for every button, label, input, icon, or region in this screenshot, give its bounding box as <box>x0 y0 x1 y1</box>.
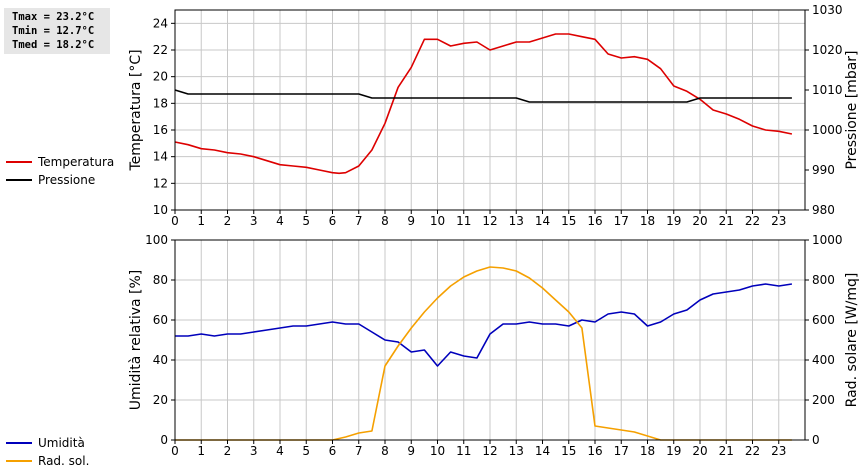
x-tick-label: 10 <box>430 444 445 458</box>
y-tick-label: 16 <box>153 123 168 137</box>
y2-tick-label: 600 <box>812 313 835 327</box>
x-tick-label: 2 <box>224 444 232 458</box>
legend-item-umidita: Umidità <box>6 434 89 452</box>
y-tick-label: 60 <box>153 313 168 327</box>
y2-tick-label: 1000 <box>812 233 843 247</box>
x-tick-label: 4 <box>276 444 284 458</box>
x-tick-label: 5 <box>302 214 310 228</box>
x-tick-label: 9 <box>407 214 415 228</box>
legend-item-pressione: Pressione <box>6 171 114 189</box>
y-tick-label: 0 <box>160 433 168 447</box>
y2-tick-label: 1020 <box>812 43 843 57</box>
plot-top: 0 1 2 3 4 5 6 7 8 9 10 11 12 13 14 15 16 17 18 19 20 21 22 2310… <box>128 3 860 228</box>
x-tick-label: 22 <box>745 214 760 228</box>
x-tick-label: 16 <box>587 214 602 228</box>
x-tick-label: 7 <box>355 214 363 228</box>
legend-swatch-temperatura <box>6 161 32 163</box>
y-tick-label: 14 <box>153 150 168 164</box>
y-tick-label: 18 <box>153 96 168 110</box>
x-tick-label: 21 <box>719 444 734 458</box>
stats-box: Tmax = 23.2°C Tmin = 12.7°C Tmed = 18.2°… <box>4 8 110 54</box>
x-tick-label: 3 <box>250 444 258 458</box>
x-tick-label: 13 <box>509 444 524 458</box>
x-tick-label: 12 <box>482 444 497 458</box>
y-tick-label: 12 <box>153 176 168 190</box>
y2-tick-label: 400 <box>812 353 835 367</box>
legend-item-temperatura: Temperatura <box>6 153 114 171</box>
x-tick-label: 5 <box>302 444 310 458</box>
y2-tick-label: 200 <box>812 393 835 407</box>
tmin-text: Tmin = 12.7°C <box>12 25 95 37</box>
y-axis-label-bottom: Umidità relativa [%] <box>128 270 144 411</box>
y-tick-label: 22 <box>153 43 168 57</box>
x-tick-label: 18 <box>640 214 655 228</box>
legend-top: Temperatura Pressione <box>6 153 114 189</box>
y2-axis-label-top: Pressione [mbar] <box>844 50 860 169</box>
y-tick-label: 40 <box>153 353 168 367</box>
x-tick-label: 4 <box>276 214 284 228</box>
x-tick-label: 20 <box>692 444 707 458</box>
legend-swatch-pressione <box>6 179 32 181</box>
x-tick-label: 8 <box>381 214 389 228</box>
x-tick-label: 22 <box>745 444 760 458</box>
y2-axis-label-bottom: Rad. solare [W/mq] <box>844 273 860 408</box>
legend-label-pressione: Pressione <box>38 173 96 187</box>
x-tick-label: 3 <box>250 214 258 228</box>
y2-tick-label: 990 <box>812 163 835 177</box>
x-tick-label: 1 <box>197 214 205 228</box>
x-tick-label: 23 <box>771 214 786 228</box>
x-tick-label: 9 <box>407 444 415 458</box>
weather-charts: 0 1 2 3 4 5 6 7 8 9 10 11 12 13 14 15 16 17 18 19 20 21 22 2310… <box>128 3 860 458</box>
y2-tick-label: 1030 <box>812 3 843 17</box>
x-tick-label: 14 <box>535 214 550 228</box>
x-tick-label: 15 <box>561 214 576 228</box>
x-tick-label: 14 <box>535 444 550 458</box>
legend-swatch-umidita <box>6 442 32 444</box>
x-tick-label: 7 <box>355 444 363 458</box>
legend-swatch-rad-sol <box>6 460 32 462</box>
plot-bottom: 0 1 2 3 4 5 6 7 8 9 10 11 12 13 14 15 16 17 18 19 20 21 22 2302… <box>128 233 860 458</box>
legend-label-temperatura: Temperatura <box>38 155 115 169</box>
x-tick-label: 8 <box>381 444 389 458</box>
y2-tick-label: 1000 <box>812 123 843 137</box>
x-tick-label: 12 <box>482 214 497 228</box>
y-tick-label: 20 <box>153 393 168 407</box>
x-tick-label: 1 <box>197 444 205 458</box>
y-tick-label: 20 <box>153 70 168 84</box>
legend-label-umidita: Umidità <box>38 436 85 450</box>
x-tick-label: 6 <box>329 444 337 458</box>
tmax-text: Tmax = 23.2°C <box>12 11 95 23</box>
x-tick-label: 15 <box>561 444 576 458</box>
y-tick-label: 100 <box>145 233 168 247</box>
x-tick-label: 17 <box>614 214 629 228</box>
x-tick-label: 10 <box>430 214 445 228</box>
tmed-text: Tmed = 18.2°C <box>12 39 95 51</box>
y-tick-label: 10 <box>153 203 168 217</box>
x-tick-label: 17 <box>614 444 629 458</box>
y-tick-label: 24 <box>153 16 168 30</box>
x-tick-label: 6 <box>329 214 337 228</box>
x-tick-label: 19 <box>666 444 681 458</box>
x-tick-label: 11 <box>456 214 471 228</box>
x-tick-label: 0 <box>171 444 179 458</box>
x-tick-label: 18 <box>640 444 655 458</box>
x-tick-label: 11 <box>456 444 471 458</box>
x-tick-label: 23 <box>771 444 786 458</box>
x-tick-label: 13 <box>509 214 524 228</box>
x-tick-label: 2 <box>224 214 232 228</box>
x-tick-label: 0 <box>171 214 179 228</box>
y2-tick-label: 800 <box>812 273 835 287</box>
y-axis-label-top: Temperatura [°C] <box>128 49 144 171</box>
y-tick-label: 80 <box>153 273 168 287</box>
y2-tick-label: 1010 <box>812 83 843 97</box>
series-line-temperatura <box>174 33 793 175</box>
y2-tick-label: 0 <box>812 433 820 447</box>
x-tick-label: 16 <box>587 444 602 458</box>
x-tick-label: 21 <box>719 214 734 228</box>
y2-tick-label: 980 <box>812 203 835 217</box>
x-tick-label: 19 <box>666 214 681 228</box>
series-line-pressione <box>174 89 792 103</box>
series-line-umidit <box>175 283 793 367</box>
x-tick-label: 20 <box>692 214 707 228</box>
